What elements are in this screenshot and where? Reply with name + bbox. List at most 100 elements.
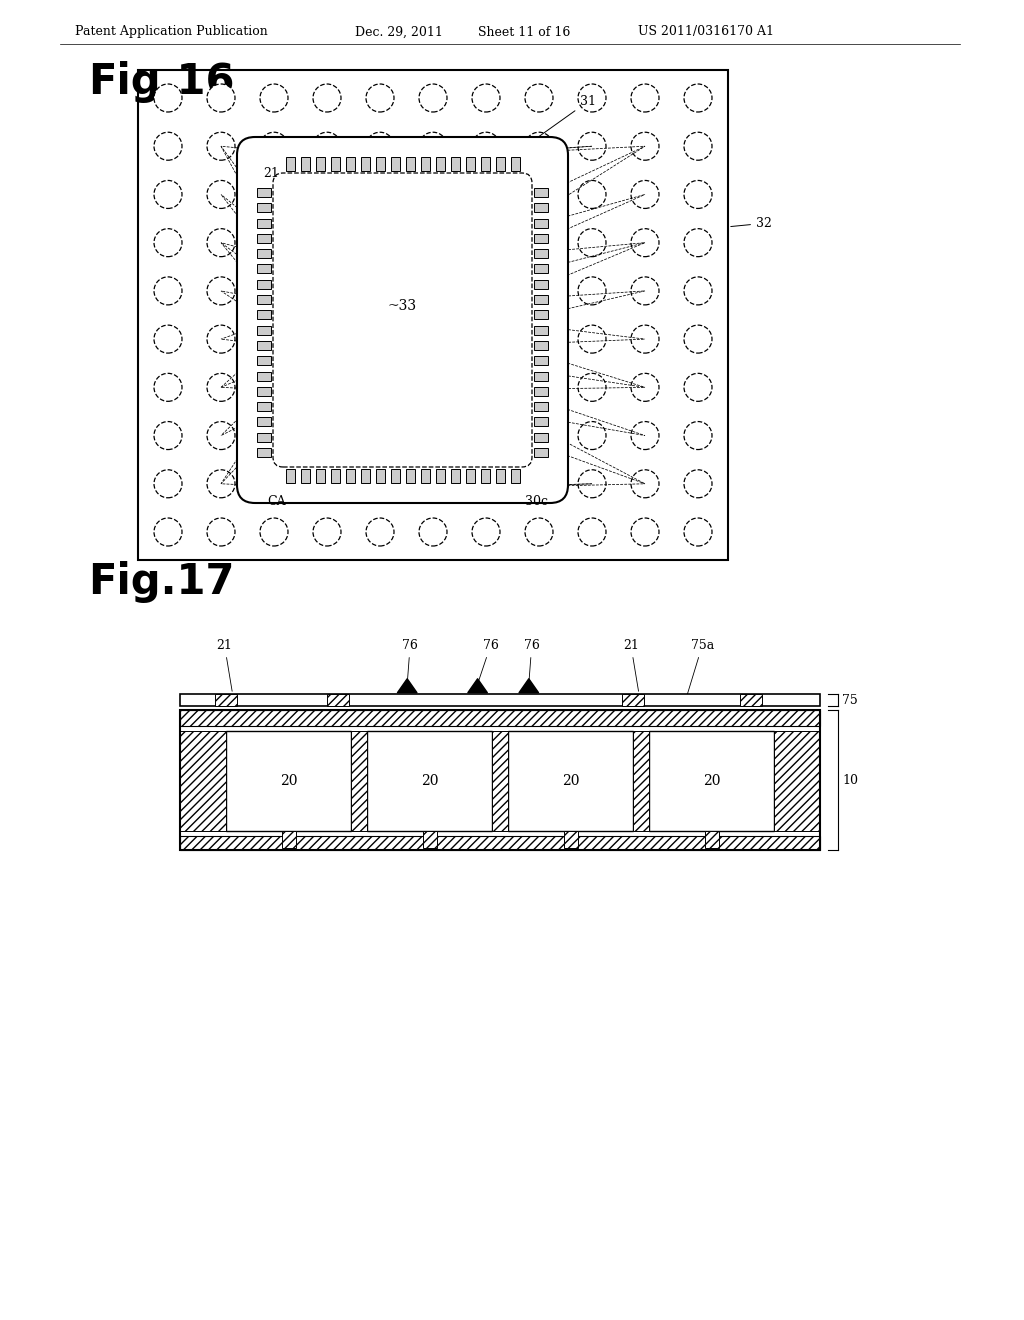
Circle shape [419, 470, 447, 498]
Text: 76: 76 [524, 639, 540, 681]
Circle shape [260, 421, 288, 450]
Bar [257, 403, 271, 411]
Bar [622, 694, 644, 706]
Circle shape [525, 181, 553, 209]
Circle shape [472, 277, 500, 305]
Bar [257, 433, 271, 442]
Circle shape [472, 517, 500, 546]
Bar [492, 731, 508, 832]
Bar [480, 469, 489, 483]
Bar [180, 710, 820, 726]
Bar [508, 731, 633, 832]
Text: 20: 20 [421, 774, 438, 788]
Circle shape [684, 421, 712, 450]
Bar [315, 469, 325, 483]
Bar [257, 249, 271, 259]
Bar [282, 832, 296, 847]
Circle shape [154, 470, 182, 498]
Circle shape [631, 84, 659, 112]
Bar [257, 447, 271, 457]
Bar [180, 836, 820, 850]
Circle shape [154, 421, 182, 450]
Bar [774, 731, 820, 832]
Circle shape [578, 228, 606, 256]
Bar [257, 280, 271, 289]
Circle shape [260, 470, 288, 498]
Bar [257, 203, 271, 213]
Circle shape [631, 374, 659, 401]
Circle shape [472, 228, 500, 256]
Bar [421, 157, 429, 172]
Circle shape [419, 228, 447, 256]
Bar [331, 157, 340, 172]
Bar [480, 157, 489, 172]
Bar [376, 157, 384, 172]
Circle shape [525, 325, 553, 354]
Text: 20: 20 [299, 275, 336, 298]
Circle shape [525, 517, 553, 546]
Circle shape [578, 374, 606, 401]
Text: 21: 21 [623, 639, 639, 692]
Circle shape [631, 421, 659, 450]
Circle shape [366, 277, 394, 305]
Bar [257, 341, 271, 350]
Circle shape [366, 421, 394, 450]
Circle shape [684, 470, 712, 498]
Circle shape [260, 132, 288, 160]
Bar [534, 341, 548, 350]
Bar [534, 203, 548, 213]
Circle shape [154, 325, 182, 354]
Circle shape [154, 374, 182, 401]
Bar [257, 187, 271, 197]
Bar [421, 469, 429, 483]
Bar [534, 249, 548, 259]
Circle shape [525, 374, 553, 401]
Bar [435, 157, 444, 172]
Bar [534, 296, 548, 304]
Circle shape [313, 181, 341, 209]
Circle shape [684, 228, 712, 256]
Bar [534, 356, 548, 366]
Bar [226, 731, 351, 832]
Bar [534, 234, 548, 243]
Circle shape [313, 84, 341, 112]
Bar [534, 310, 548, 319]
Circle shape [207, 374, 234, 401]
Bar [345, 469, 354, 483]
Circle shape [260, 277, 288, 305]
Text: Fig.17: Fig.17 [88, 561, 234, 603]
FancyArrowPatch shape [519, 678, 539, 693]
Bar [360, 469, 370, 483]
Circle shape [472, 470, 500, 498]
Circle shape [260, 84, 288, 112]
Text: 32: 32 [731, 216, 772, 230]
Text: ~33: ~33 [387, 300, 417, 313]
Bar [534, 264, 548, 273]
Circle shape [207, 181, 234, 209]
Circle shape [631, 132, 659, 160]
Circle shape [207, 517, 234, 546]
Circle shape [260, 325, 288, 354]
Circle shape [207, 228, 234, 256]
Text: Fig.16: Fig.16 [88, 61, 234, 103]
Circle shape [313, 470, 341, 498]
Bar [300, 157, 309, 172]
Circle shape [578, 277, 606, 305]
Text: 75a: 75a [686, 639, 714, 697]
Bar [423, 832, 436, 847]
Circle shape [578, 132, 606, 160]
Circle shape [684, 325, 712, 354]
Circle shape [472, 132, 500, 160]
Bar [451, 157, 460, 172]
Circle shape [313, 421, 341, 450]
Circle shape [154, 84, 182, 112]
Text: 31: 31 [522, 95, 596, 148]
Circle shape [366, 325, 394, 354]
Bar [257, 326, 271, 335]
Bar [257, 417, 271, 426]
Circle shape [366, 470, 394, 498]
Bar [257, 371, 271, 380]
Bar [496, 469, 505, 483]
Text: 75: 75 [842, 693, 858, 706]
Circle shape [207, 84, 234, 112]
